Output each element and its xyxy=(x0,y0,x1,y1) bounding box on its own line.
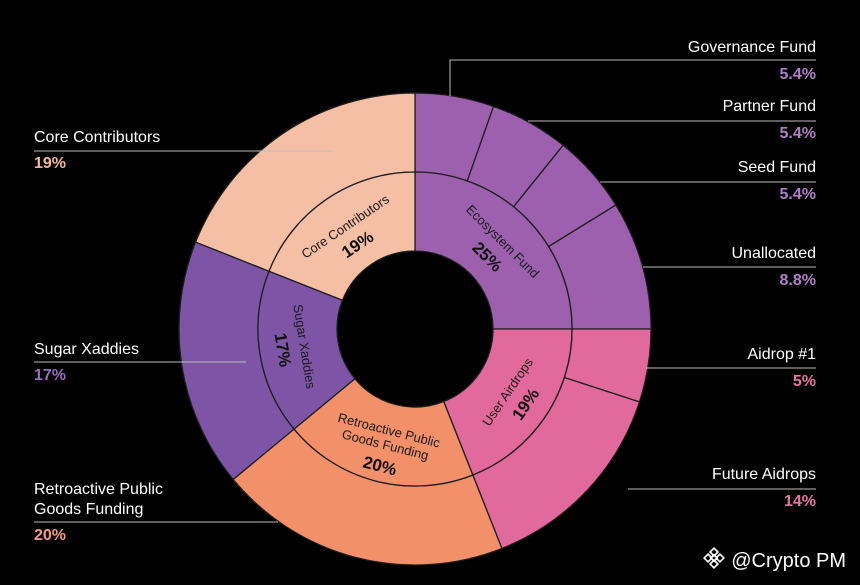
outer-label-value: 5.4% xyxy=(780,186,816,203)
binance-diamond-icon xyxy=(703,546,726,575)
outer-label-name: Unallocated xyxy=(732,245,817,262)
inner-slice-core-contributors xyxy=(268,171,416,302)
outer-label-core-contributors: Core Contributors 19% xyxy=(34,129,333,172)
outer-label-value: 5.4% xyxy=(780,66,816,83)
outer-label-unallocated: Unallocated 8.8% xyxy=(643,245,816,289)
outer-label-name: Core Contributors xyxy=(34,129,160,146)
outer-label-name: Goods Funding xyxy=(34,501,143,518)
watermark: @Crypto PM xyxy=(703,546,846,575)
outer-label-name: Seed Fund xyxy=(738,159,816,176)
outer-label-name: Partner Fund xyxy=(723,98,816,115)
leader-line xyxy=(449,59,816,96)
outer-label-seed-fund: Seed Fund 5.4% xyxy=(600,159,816,203)
outer-label-value: 14% xyxy=(784,493,816,510)
inner-ring xyxy=(257,171,573,487)
inner-slice-ecosystem-fund xyxy=(414,171,573,330)
outer-ring xyxy=(178,92,652,566)
outer-label-name: Future Aidrops xyxy=(712,466,816,483)
outer-label-value: 19% xyxy=(34,155,66,172)
outer-label-partner-fund: Partner Fund 5.4% xyxy=(528,98,816,142)
outer-label-name: Governance Fund xyxy=(688,39,816,56)
outer-label-aidrop-1: Aidrop #1 5% xyxy=(646,346,816,390)
outer-label-value: 5% xyxy=(793,373,816,390)
outer-label-name: Aidrop #1 xyxy=(748,346,817,363)
outer-label-value: 17% xyxy=(34,367,66,384)
outer-label-value: 8.8% xyxy=(780,272,816,289)
outer-label-governance-fund: Governance Fund 5.4% xyxy=(449,39,816,96)
outer-label-value: 5.4% xyxy=(780,125,816,142)
outer-label-sugar-xaddies: Sugar Xaddies 17% xyxy=(34,341,246,384)
outer-label-name: Sugar Xaddies xyxy=(34,341,139,358)
outer-label-future-aidrops: Future Aidrops 14% xyxy=(628,466,816,510)
inner-slice-user-airdrops xyxy=(442,328,573,476)
outer-label-retroactive-public-goods-funding: Retroactive Public Goods Funding 20% xyxy=(34,481,278,544)
outer-label-name: Retroactive Public xyxy=(34,481,163,498)
inner-slice-retroactive-public-goods-funding xyxy=(293,377,474,487)
inner-slice-sugar-xaddies xyxy=(257,270,356,430)
watermark-text: @Crypto PM xyxy=(731,549,846,572)
outer-label-value: 20% xyxy=(34,527,66,544)
